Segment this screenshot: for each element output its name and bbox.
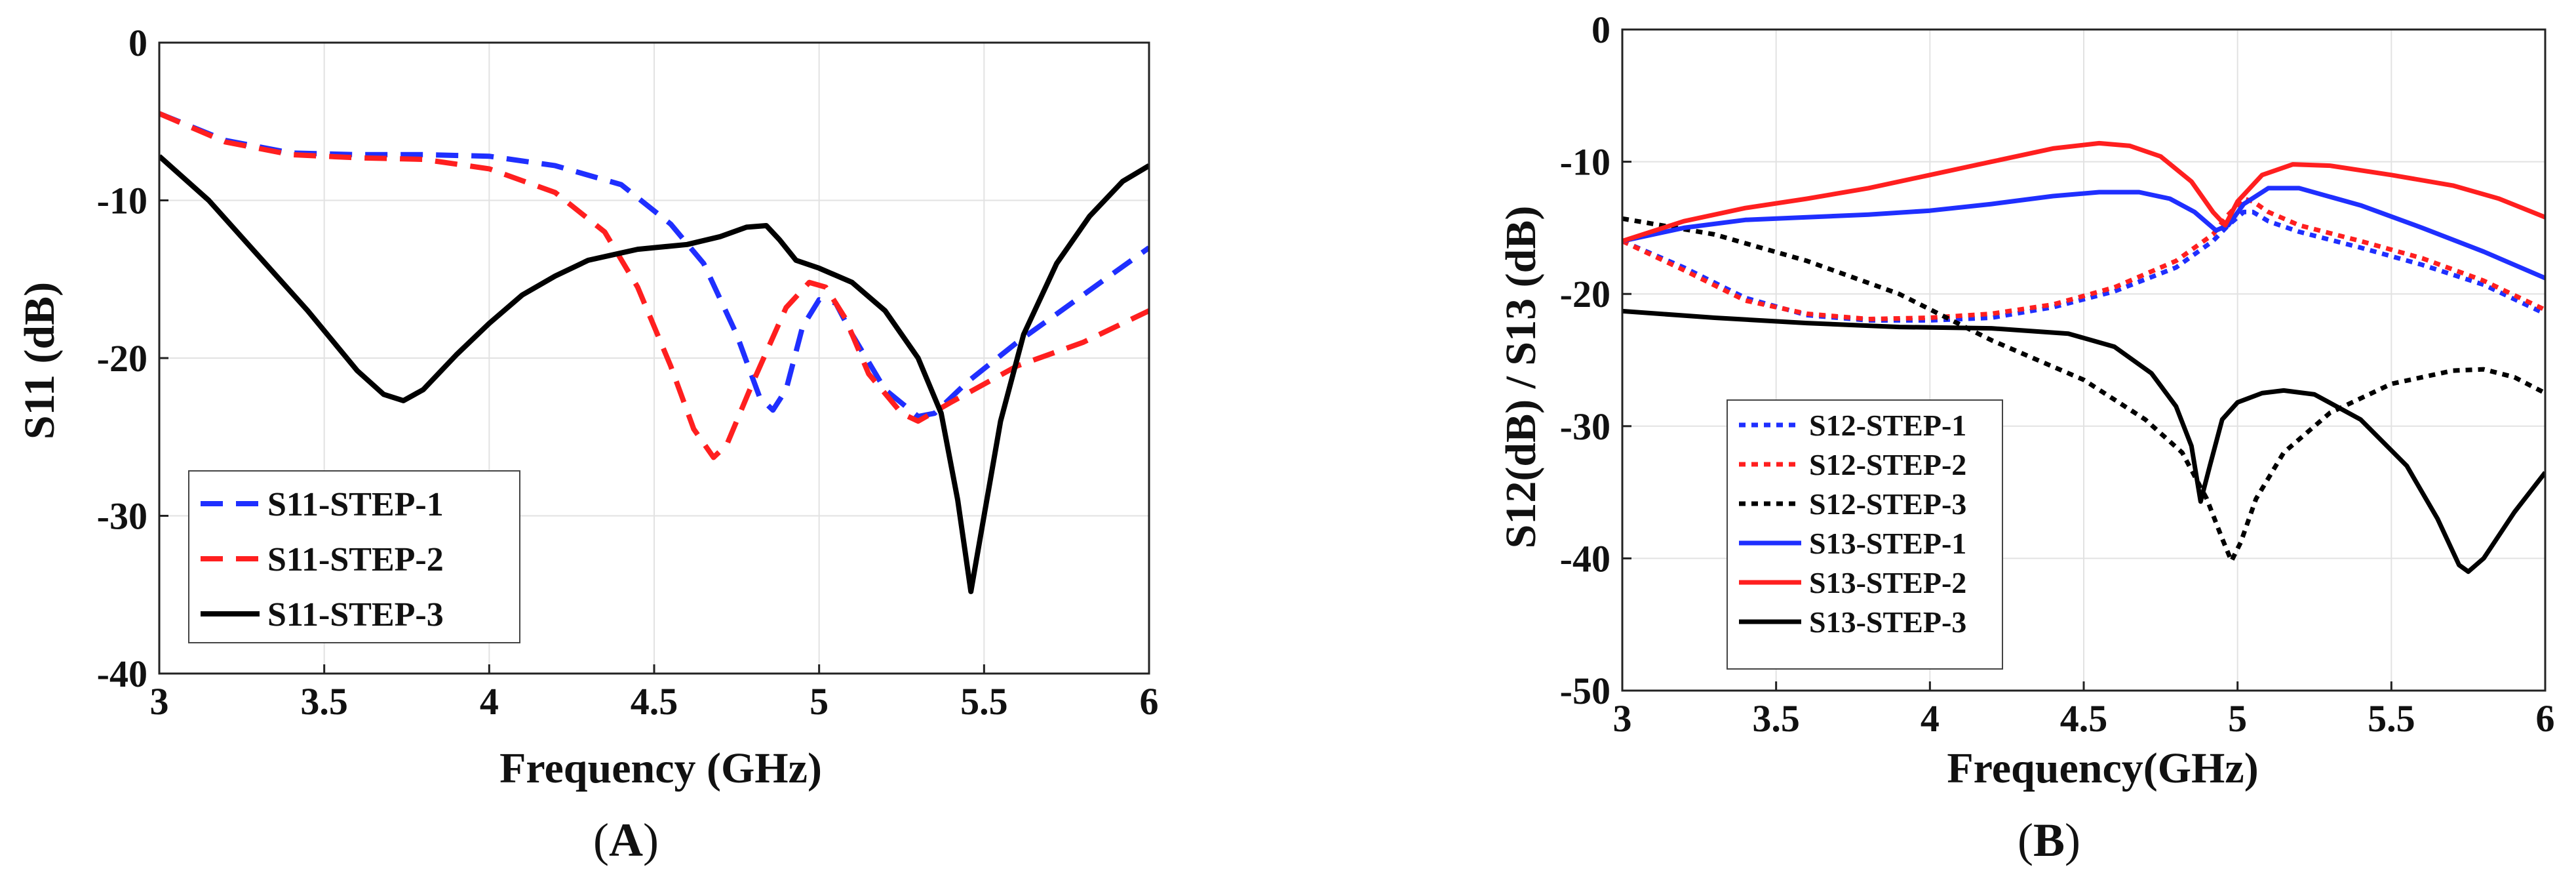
chart-a-xtick-label: 6 [1140,680,1159,723]
chart-a-legend-label: S11-STEP-2 [267,541,444,578]
chart-b-xtick-label: 3 [1613,697,1632,740]
chart-a-legend-label: S11-STEP-1 [267,486,444,523]
chart-b-xtick-label: 5.5 [2368,697,2415,740]
chart-a-xtick-label: 4 [480,680,499,723]
chart-a-ytick-label: -20 [97,337,147,380]
chart-b: 3 3.5 4 4.5 5 5.5 6 0 -10 -20 -30 -40 -50 Frequency(… [1497,9,2555,866]
chart-a-ytick-label: -40 [97,653,147,695]
chart-a-xtick-label: 3 [150,680,169,723]
chart-a-xlabel: Frequency (GHz) [499,744,822,792]
chart-a-ylabel: S11 (dB) [16,282,64,439]
chart-b-ytick-label: -30 [1560,405,1610,448]
chart-b-series-s13-step-3 [1622,308,2545,575]
chart-b-series-s12-step-2 [1622,196,2545,321]
chart-a-xtick-label: 5.5 [960,680,1008,723]
chart-b-ytick-label: -10 [1560,141,1610,184]
chart-a-panel-label: (A) [593,814,659,866]
chart-b-series-s12-step-1 [1622,209,2545,323]
chart-b-panel-label: (B) [2018,814,2080,866]
chart-b-legend-label: S12-STEP-2 [1809,448,1966,481]
chart-b-xtick-label: 6 [2536,697,2555,740]
chart-b-legend-label: S13-STEP-1 [1809,527,1966,560]
chart-b-legend-label: S12-STEP-1 [1809,409,1966,442]
chart-b-legend-label: S12-STEP-3 [1809,487,1966,521]
chart-a-ytick-label: -10 [97,180,147,222]
chart-a-xtick-label: 5 [810,680,829,723]
chart-b-xtick-label: 4 [1921,697,1940,740]
chart-a-ytick-label: -30 [97,495,147,538]
chart-a-series-s11-step-1 [159,111,1149,419]
chart-a: 3 3.5 4 4.5 5 5.5 6 0 -10 -20 -30 -40 Frequency (GH… [16,22,1159,866]
chart-a-legend-label: S11-STEP-3 [267,596,444,634]
chart-a-ytick-label: 0 [128,22,147,64]
chart-a-xtick-label: 3.5 [300,680,348,723]
chart-b-series-s13-step-2 [1622,140,2545,243]
chart-b-ytick-label: 0 [1591,9,1610,51]
chart-b-legend-label: S13-STEP-2 [1809,566,1966,599]
chart-b-xtick-label: 5 [2228,697,2247,740]
chart-b-legend-box [1727,399,2003,670]
chart-a-series-s11-step-3 [159,154,1149,594]
chart-b-ytick-label: -50 [1560,670,1610,712]
chart-a-series-s11-step-2 [159,111,1149,460]
chart-a-xtick-label: 4.5 [631,680,678,723]
chart-b-legend-label: S13-STEP-3 [1809,605,1966,639]
chart-b-ylabel: S12(dB) / S13 (dB) [1497,206,1545,549]
chart-b-ytick-label: -20 [1560,273,1610,315]
chart-b-series-s12-step-3 [1622,216,2545,563]
chart-b-series-s13-step-1 [1622,186,2545,281]
chart-b-ytick-label: -40 [1560,537,1610,580]
chart-b-xtick-label: 4.5 [2060,697,2108,740]
chart-b-xlabel: Frequency(GHz) [1947,744,2258,792]
chart-b-xtick-label: 3.5 [1752,697,1800,740]
